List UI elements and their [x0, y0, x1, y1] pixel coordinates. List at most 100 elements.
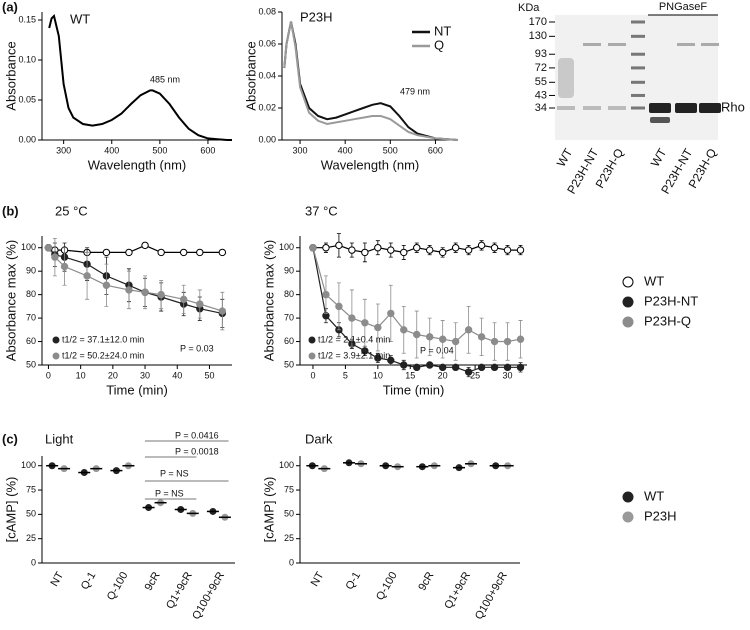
y-tick-label: 0: [289, 557, 294, 567]
annotation: P = 0.03: [180, 343, 214, 353]
legend-swatch: [622, 316, 634, 328]
x-tick-label: Q-100: [374, 570, 400, 602]
x-tick-label: 40: [172, 370, 182, 380]
ladder-band: [631, 106, 645, 110]
legend-label: P23H: [644, 508, 677, 523]
x-tick-label: 0: [310, 370, 315, 380]
data-point: [477, 241, 486, 250]
data-point: [503, 337, 512, 346]
spectrum-line: [283, 21, 459, 141]
y-tick-label: 50: [26, 359, 36, 369]
y-tick-label: 80: [284, 289, 294, 299]
chart-title: 25 °C: [55, 203, 88, 218]
data-point: [348, 246, 356, 254]
annotation: 479 nm: [400, 86, 430, 96]
x-tick-label: 9cR: [143, 570, 163, 593]
data-point: [400, 248, 408, 257]
x-tick-label: 0: [46, 370, 51, 380]
band: [677, 43, 695, 46]
x-axis-label: Time (min): [106, 382, 168, 397]
y-tick-label: 70: [284, 312, 294, 322]
y-tick-label: 100: [21, 242, 36, 252]
x-tick-label: Q-1: [79, 570, 99, 592]
y-axis-label: Absorbance max (%): [261, 240, 276, 361]
x-tick-label: 5: [343, 370, 348, 380]
annotation: P = 0.0018: [175, 446, 219, 456]
band-label: Rho: [721, 99, 745, 114]
legend-label: WT: [644, 488, 664, 503]
band: [650, 117, 670, 123]
data-point: [516, 363, 525, 372]
annotation-marker: [308, 352, 316, 360]
data-point: [413, 363, 421, 372]
marker-label: 72: [535, 62, 547, 74]
y-axis-label: Absorbance: [3, 41, 18, 110]
lane-label: WT: [648, 146, 670, 170]
x-tick-label: 300: [56, 145, 71, 155]
data-point: [309, 244, 317, 252]
ladder-band: [631, 34, 645, 38]
y-tick-label: 70: [26, 312, 36, 322]
data-point: [361, 319, 369, 327]
spectrum-line: [48, 14, 232, 141]
chart-title: WT: [70, 11, 90, 26]
band: [608, 43, 626, 46]
marker-label: 93: [535, 48, 547, 60]
band: [701, 43, 719, 46]
x-tick-label: Q100+9cR: [190, 570, 227, 622]
lane-label: WT: [554, 146, 576, 170]
x-tick-label: Q1+9cR: [164, 570, 195, 611]
annotation: t1/2 = 2.1±0.4 min: [318, 334, 390, 344]
data-point: [464, 246, 473, 254]
y-tick-label: 0.00: [18, 134, 36, 144]
data-point: [464, 326, 473, 334]
data-point: [322, 290, 330, 299]
band: [675, 103, 697, 113]
y-axis-label: [cAMP] (%): [3, 477, 18, 543]
data-point: [438, 363, 447, 372]
data-point: [438, 248, 447, 257]
data-point: [503, 246, 512, 254]
y-tick-label: 90: [284, 266, 294, 276]
data-point: [374, 354, 382, 362]
legend-swatch: [622, 491, 634, 503]
group-label: PNGaseF: [659, 1, 708, 13]
data-point: [157, 290, 165, 299]
data-point: [179, 248, 188, 257]
data-point: [335, 302, 343, 311]
x-tick-label: 10: [76, 370, 86, 380]
data-point: [516, 335, 525, 343]
data-point: [125, 248, 133, 257]
annotation-marker: [308, 336, 316, 344]
y-tick-label: 75: [284, 484, 294, 494]
y-tick-label: 100: [21, 460, 36, 470]
data-point: [374, 323, 382, 332]
y-tick-label: 0.04: [258, 70, 276, 80]
data-point: [141, 288, 149, 296]
data-point: [438, 335, 447, 343]
x-tick-label: NT: [48, 570, 66, 589]
data-point: [125, 286, 133, 294]
legend-label: P23H-NT: [644, 293, 698, 308]
legend-swatch: [622, 296, 634, 308]
annotation: 485 nm: [150, 74, 180, 84]
x-axis-label: Time (min): [383, 382, 445, 397]
x-tick-label: 400: [338, 145, 353, 155]
annotation: P = NS: [155, 488, 184, 498]
x-tick-label: NT: [309, 570, 327, 589]
x-tick-label: 30: [503, 370, 513, 380]
trend-line: [47, 247, 223, 312]
data-point: [361, 347, 369, 355]
x-tick-label: Q-100: [105, 570, 131, 602]
data-point: [387, 246, 395, 254]
x-tick-label: 500: [152, 145, 167, 155]
y-axis-label: [cAMP] (%): [261, 477, 276, 543]
data-point: [196, 248, 204, 257]
annotation: P = NS: [160, 468, 189, 478]
y-tick-label: 0: [31, 557, 36, 567]
data-point: [413, 330, 421, 339]
y-tick-label: 0.15: [18, 14, 36, 24]
chart-title: Dark: [305, 431, 333, 446]
band: [557, 106, 575, 110]
